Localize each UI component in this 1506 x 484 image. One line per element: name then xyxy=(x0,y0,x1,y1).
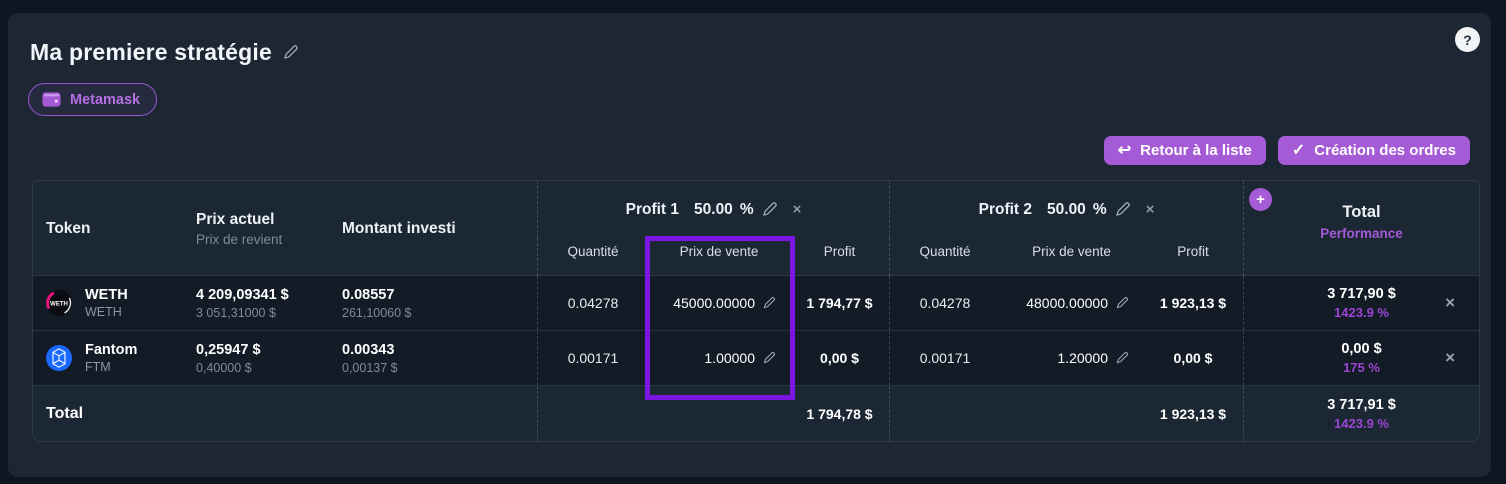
check-icon: ✓ xyxy=(1291,141,1306,159)
help-button[interactable]: ? xyxy=(1455,27,1480,52)
table-footer: Total 1 794,78 $ 1 923,13 $ 3 717,91 $ 1… xyxy=(33,386,1479,441)
back-to-list-button[interactable]: ↩ Retour à la liste xyxy=(1103,136,1266,165)
p2-quantity-cell: 0.00171 xyxy=(889,331,1000,385)
performance-label: Performance xyxy=(1320,225,1403,241)
p1-sell-price-edit-icon[interactable] xyxy=(762,296,776,310)
remove-row-button[interactable]: × xyxy=(1445,293,1455,313)
row-total-cell: 3 717,90 $ 1423.9 % × xyxy=(1243,276,1479,330)
page-title: Ma premiere stratégie xyxy=(30,39,272,65)
p1-sell-price-cell: 45000.00000 xyxy=(648,276,790,330)
wallet-icon xyxy=(42,92,61,107)
current-price-cell: 4 209,09341 $ 3 051,31000 $ xyxy=(196,286,289,320)
remove-row-button[interactable]: × xyxy=(1445,348,1455,368)
invested-cell: 0.00343 0,00137 $ xyxy=(342,341,398,375)
table-row-weth: WETH WETH WETH 4 209,09341 $ 3 051,31000… xyxy=(33,276,1479,331)
close-icon: × xyxy=(1445,293,1455,312)
current-price-cell: 0,25947 $ 0,40000 $ xyxy=(196,341,261,375)
profit1-close-icon[interactable]: × xyxy=(792,201,802,218)
create-orders-button[interactable]: ✓ Création des ordres xyxy=(1277,136,1470,165)
p1-sell-price-cell: 1.00000 xyxy=(648,331,790,385)
footer-profit1-total: 1 794,78 $ xyxy=(806,406,873,422)
question-icon: ? xyxy=(1463,31,1472,48)
p2-sell-price-cell: 1.20000 xyxy=(1000,331,1143,385)
row-total-cell: 0,00 $ 175 % × xyxy=(1243,331,1479,385)
subheader-profit-2: Profit xyxy=(1177,244,1209,259)
p2-profit-cell: 1 923,13 $ xyxy=(1159,295,1227,311)
subheader-profit-1: Profit xyxy=(823,244,856,259)
p2-sell-price-cell: 48000.00000 xyxy=(1000,276,1143,330)
page-title-row: Ma premiere stratégie xyxy=(30,39,299,66)
return-arrow-icon: ↩ xyxy=(1117,141,1132,159)
p2-quantity-cell: 0.04278 xyxy=(889,276,1000,330)
close-icon: × xyxy=(1445,348,1455,367)
p1-profit-cell: 0,00 $ xyxy=(820,350,859,366)
token-cell: WETH WETH WETH xyxy=(33,276,190,330)
fantom-token-icon xyxy=(45,344,73,372)
profit2-group-header: Profit 2 50.00 % × xyxy=(889,181,1243,238)
subheader-quantity-1: Quantité xyxy=(537,238,648,276)
subheader-sell-price-2: Prix de vente xyxy=(1032,244,1111,259)
footer-total-label: Total xyxy=(46,405,84,422)
row-performance: 175 % xyxy=(1343,360,1380,375)
column-header-invested: Montant investi xyxy=(342,219,456,237)
p1-sell-price-edit-icon[interactable] xyxy=(762,351,776,365)
p1-quantity-cell: 0.00171 xyxy=(537,331,648,385)
subheader-sell-price-1: Prix de vente xyxy=(679,244,759,259)
profit1-edit-icon[interactable] xyxy=(761,201,778,218)
token-name: WETH xyxy=(85,287,128,303)
footer-performance: 1423.9 % xyxy=(1334,416,1389,431)
p2-sell-price-edit-icon[interactable] xyxy=(1115,351,1129,365)
p1-quantity-cell: 0.04278 xyxy=(537,276,648,330)
profit2-edit-icon[interactable] xyxy=(1114,201,1131,218)
title-edit-icon[interactable] xyxy=(282,44,299,61)
add-profit-target-button[interactable]: + xyxy=(1249,188,1272,211)
token-cell: Fantom FTM xyxy=(33,331,190,385)
wallet-badge[interactable]: Metamask xyxy=(28,83,158,116)
profit1-group-header: Profit 1 50.00 % × xyxy=(537,181,889,238)
column-header-total: + Total Performance xyxy=(1243,181,1479,276)
token-symbol: WETH xyxy=(85,305,122,319)
token-name: Fantom xyxy=(85,342,138,358)
strategy-panel: Ma premiere stratégie Metamask ? ↩ Retou… xyxy=(8,13,1491,477)
p1-profit-cell: 1 794,77 $ xyxy=(806,295,873,311)
token-symbol: FTM xyxy=(85,360,111,374)
row-performance: 1423.9 % xyxy=(1334,305,1389,320)
p2-sell-price-edit-icon[interactable] xyxy=(1115,296,1129,310)
wallet-label: Metamask xyxy=(70,91,141,108)
profit2-percent-value: 50.00 xyxy=(1047,200,1086,218)
invested-cell: 0.08557 261,10060 $ xyxy=(342,286,412,320)
column-header-cost-price: Prix de revient xyxy=(196,231,283,247)
action-buttons: ↩ Retour à la liste ✓ Création des ordre… xyxy=(1103,136,1470,165)
orders-table: Token Prix actuel Prix de revient Montan… xyxy=(32,180,1480,442)
svg-text:WETH: WETH xyxy=(50,301,68,307)
profit2-close-icon[interactable]: × xyxy=(1145,201,1155,218)
footer-profit2-total: 1 923,13 $ xyxy=(1159,406,1227,422)
column-header-token: Token xyxy=(46,219,91,237)
subheader-quantity-2: Quantité xyxy=(889,238,1000,276)
p2-profit-cell: 0,00 $ xyxy=(1173,350,1213,366)
weth-token-icon: WETH xyxy=(45,289,73,317)
table-row-fantom: Fantom FTM 0,25947 $ 0,40000 $ 0.00343 0… xyxy=(33,331,1479,386)
footer-grand-total: 3 717,91 $ 1423.9 % xyxy=(1243,386,1479,441)
profit1-percent-value: 50.00 xyxy=(694,200,733,218)
table-header: Token Prix actuel Prix de revient Montan… xyxy=(33,181,1479,276)
plus-icon: + xyxy=(1256,191,1265,208)
column-header-current-price: Prix actuel Prix de revient xyxy=(190,181,342,276)
